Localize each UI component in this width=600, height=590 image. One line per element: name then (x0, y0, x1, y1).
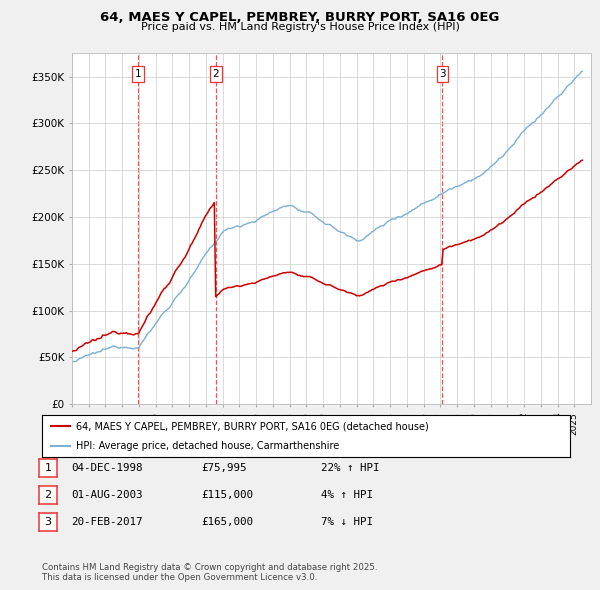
Text: 04-DEC-1998: 04-DEC-1998 (71, 463, 142, 473)
Text: 7% ↓ HPI: 7% ↓ HPI (321, 517, 373, 527)
Text: £165,000: £165,000 (201, 517, 253, 527)
Text: HPI: Average price, detached house, Carmarthenshire: HPI: Average price, detached house, Carm… (76, 441, 340, 451)
Text: 4% ↑ HPI: 4% ↑ HPI (321, 490, 373, 500)
Text: 64, MAES Y CAPEL, PEMBREY, BURRY PORT, SA16 0EG: 64, MAES Y CAPEL, PEMBREY, BURRY PORT, S… (100, 11, 500, 24)
Text: 1: 1 (134, 69, 141, 79)
Text: 22% ↑ HPI: 22% ↑ HPI (321, 463, 380, 473)
Text: 1: 1 (44, 463, 52, 473)
Text: 64, MAES Y CAPEL, PEMBREY, BURRY PORT, SA16 0EG (detached house): 64, MAES Y CAPEL, PEMBREY, BURRY PORT, S… (76, 421, 429, 431)
Text: 2: 2 (212, 69, 219, 79)
Text: 01-AUG-2003: 01-AUG-2003 (71, 490, 142, 500)
Text: 2: 2 (44, 490, 52, 500)
Text: £115,000: £115,000 (201, 490, 253, 500)
Text: Contains HM Land Registry data © Crown copyright and database right 2025.
This d: Contains HM Land Registry data © Crown c… (42, 563, 377, 582)
Text: 3: 3 (44, 517, 52, 527)
Text: Price paid vs. HM Land Registry's House Price Index (HPI): Price paid vs. HM Land Registry's House … (140, 22, 460, 32)
Text: 20-FEB-2017: 20-FEB-2017 (71, 517, 142, 527)
Text: 3: 3 (439, 69, 446, 79)
Text: £75,995: £75,995 (201, 463, 247, 473)
